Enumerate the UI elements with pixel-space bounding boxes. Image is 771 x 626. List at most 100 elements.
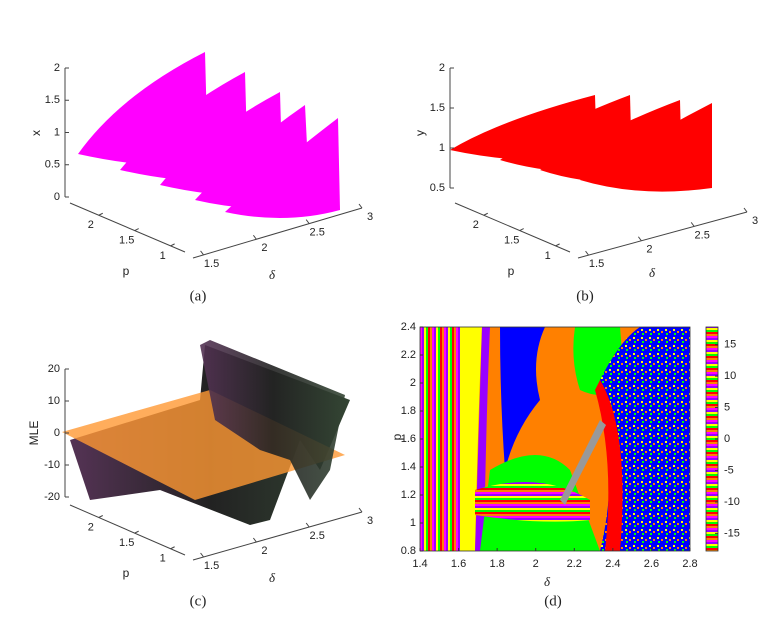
x-tick	[305, 522, 310, 528]
y-tick-label: 1	[410, 517, 416, 529]
cloud-b	[450, 95, 712, 192]
x-tick	[690, 222, 695, 227]
y-axis-label: p	[123, 264, 130, 278]
z-tick-label: -10	[44, 459, 60, 471]
y-axis	[69, 504, 186, 556]
y-tick-label: 2	[473, 219, 479, 231]
y-axis	[454, 202, 571, 253]
region	[560, 420, 606, 505]
y-tick	[98, 515, 103, 518]
x-tick	[358, 203, 363, 209]
y-tick	[483, 212, 488, 216]
colorbar-tick-label: 0	[724, 433, 730, 445]
x-tick-label: 1.6	[451, 558, 466, 570]
x-tick-label: 2.2	[567, 558, 582, 570]
x-tick-label: 1.5	[204, 258, 219, 270]
region	[475, 482, 590, 522]
x-axis-label: δ	[544, 574, 551, 589]
x-tick	[305, 219, 310, 224]
z-tick-label: 0	[54, 191, 60, 203]
bifurcation-cloud	[580, 103, 712, 192]
x-tick-label: 3	[367, 211, 373, 223]
x-tick	[358, 507, 363, 513]
y-tick-label: 2	[410, 377, 416, 389]
region	[595, 380, 623, 551]
x-tick	[252, 537, 257, 543]
colorbar-tick-label: 15	[724, 339, 736, 351]
z-axis-label: x	[29, 130, 43, 136]
z-tick-label: 2	[439, 62, 445, 74]
x-axis	[192, 511, 363, 561]
region	[462, 327, 482, 551]
x-tick-label: 1.5	[589, 258, 604, 270]
y-tick-label: 1.5	[119, 537, 134, 549]
y-tick	[170, 243, 175, 247]
z-axis-label: y	[413, 130, 427, 136]
y-tick	[98, 212, 103, 216]
x-tick	[637, 236, 642, 242]
z-tick-label: 10	[48, 395, 60, 407]
z-tick-label: 20	[48, 363, 60, 375]
x-tick-label: 3	[367, 515, 373, 527]
colorbar-tick-label: 5	[724, 401, 730, 413]
x-tick-label: 1.4	[412, 558, 427, 570]
x-tick	[585, 250, 589, 256]
y-tick-label: 1	[160, 553, 166, 565]
y-tick-label: 0.8	[401, 545, 416, 557]
y-tick	[134, 228, 139, 232]
surface	[200, 340, 345, 500]
y-tick	[134, 530, 139, 534]
x-tick-label: 2.5	[695, 229, 710, 241]
x-axis-label: δ	[649, 265, 656, 280]
x-axis	[577, 211, 748, 259]
x-tick-label: 2	[646, 244, 652, 256]
y-tick-label: 2	[88, 219, 94, 231]
colorbar-tick-label: -5	[724, 464, 734, 476]
x-axis-label: δ	[269, 267, 276, 282]
y-tick-label: 1.8	[401, 405, 416, 417]
x-axis	[192, 207, 363, 259]
x-tick	[200, 250, 204, 256]
y-tick-label: 1.4	[401, 461, 416, 473]
x-tick-label: 2.6	[644, 558, 659, 570]
y-axis-label: p	[390, 433, 404, 440]
y-tick	[555, 243, 560, 247]
x-tick-label: 2	[533, 558, 539, 570]
z-tick-label: 1	[54, 126, 60, 138]
zero-plane	[62, 390, 345, 500]
x-tick-label: 2.4	[605, 558, 620, 570]
y-tick-label: 1	[545, 250, 551, 262]
y-axis-label: p	[508, 264, 515, 278]
x-tick-label: 1.8	[489, 558, 504, 570]
basin-map	[420, 327, 690, 551]
x-tick-label: 2.8	[682, 558, 697, 570]
x-axis-label: δ	[269, 570, 276, 585]
x-tick-label: 2.5	[310, 227, 325, 239]
colorbar-tick-label: -10	[724, 496, 740, 508]
caption: (d)	[544, 593, 562, 609]
caption: (c)	[190, 593, 207, 609]
z-tick-label: 1.5	[45, 94, 60, 106]
y-tick-label: 2.4	[401, 321, 416, 333]
x-tick-label: 3	[752, 215, 758, 227]
x-tick	[743, 207, 748, 213]
z-tick-label: 0	[54, 427, 60, 439]
z-tick-label: 0.5	[45, 159, 60, 171]
x-tick-label: 1.5	[204, 560, 219, 572]
bifurcation-cloud	[225, 118, 340, 219]
y-tick-label: 2	[88, 521, 94, 533]
x-tick-label: 2	[261, 545, 267, 557]
region	[420, 327, 462, 551]
y-tick-label: 1.2	[401, 489, 416, 501]
y-tick	[170, 546, 175, 550]
z-tick-label: 0.5	[430, 182, 445, 194]
colorbar-tick-label: -15	[724, 527, 740, 539]
surface-c	[62, 340, 350, 525]
y-tick-label: 1.5	[119, 234, 134, 246]
y-tick	[519, 228, 524, 232]
x-tick	[200, 552, 204, 558]
z-axis-label: MLE	[27, 421, 41, 446]
z-tick-label: 2	[54, 62, 60, 74]
caption: (a)	[190, 288, 207, 304]
